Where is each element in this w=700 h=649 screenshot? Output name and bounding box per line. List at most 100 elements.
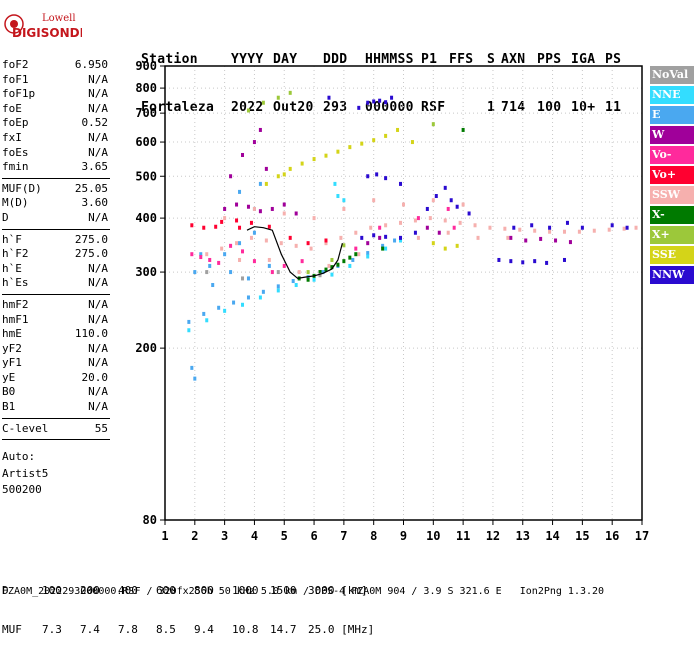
param-row-5: fxI N/A <box>0 131 112 146</box>
data-point-sse <box>384 133 388 138</box>
data-point-ssw <box>476 235 480 240</box>
data-point-nnw <box>375 172 379 177</box>
param-row-2: foF1p N/A <box>0 87 112 102</box>
y-tick-label: 200 <box>135 341 157 355</box>
param-name: yE <box>2 370 16 384</box>
param-value: 3.65 <box>81 160 109 174</box>
data-point-sse <box>360 141 364 146</box>
data-point-ssw <box>384 223 388 228</box>
param-name: hmF1 <box>2 312 29 326</box>
auto-scaling-line1: Auto: <box>2 450 36 464</box>
param-value: N/A <box>88 400 108 414</box>
data-point-x- <box>381 246 385 251</box>
table-cell: 100 <box>42 584 62 597</box>
data-point-w <box>270 206 274 211</box>
x-tick-label: 2 <box>191 529 198 543</box>
data-point-x- <box>276 95 280 100</box>
data-point-e <box>366 251 370 256</box>
header-label-9: PPS <box>537 52 562 67</box>
auto-scaling-line2: Artist5 <box>2 466 49 480</box>
header-label-11: PS <box>605 52 622 67</box>
param-value: N/A <box>88 87 108 101</box>
param-name: B1 <box>2 400 16 414</box>
data-point-x- <box>306 277 310 282</box>
data-point-vo- <box>354 246 358 251</box>
data-point-ssw <box>342 206 346 211</box>
param-row-3: foE N/A <box>0 102 112 117</box>
param-value: N/A <box>88 356 108 370</box>
header-value-4: 000000 <box>365 100 414 115</box>
data-point-vo- <box>214 224 218 229</box>
data-point-vo- <box>220 219 224 224</box>
data-point-ssw <box>503 226 507 231</box>
param-value: N/A <box>88 130 108 144</box>
data-point-nnw <box>399 181 403 186</box>
data-point-ssw <box>399 220 403 225</box>
data-point-nnw <box>399 235 403 240</box>
data-point-ssw <box>443 218 447 223</box>
param-name: B0 <box>2 385 16 399</box>
data-point-nne <box>333 181 337 186</box>
logo-text-lowell: Lowell <box>42 13 76 24</box>
data-point-vo- <box>452 225 456 230</box>
x-tick-label: 7 <box>340 529 347 543</box>
header-values-row: Fortaleza 2022 Out20 293 000000 RSF 1 714 100 10+… <box>141 100 629 116</box>
data-point-sse <box>410 140 414 145</box>
data-point-nnw <box>533 259 537 264</box>
header-label-3: DDD <box>323 52 348 67</box>
legend-item-nnw: NNW <box>650 266 694 284</box>
x-tick-label: 13 <box>516 529 530 543</box>
data-point-e <box>208 263 212 268</box>
data-point-nnw <box>562 257 566 262</box>
param-name: D <box>2 210 9 224</box>
data-point-ssw <box>413 218 417 223</box>
header-label-8: AXN <box>501 52 526 67</box>
data-point-sse <box>336 149 340 154</box>
param-row-19: yF1 N/A <box>0 356 112 371</box>
param-value: 275.0 <box>74 232 108 246</box>
data-point-sse <box>396 127 400 132</box>
data-point-ssw <box>282 211 286 216</box>
data-point-nne <box>241 302 245 307</box>
file-info-footer: FZA0M_2022293000000.RSF / 320fx256h 50 k… <box>2 586 605 597</box>
data-point-vo- <box>190 252 194 257</box>
data-point-nne <box>384 246 388 251</box>
ionospheric-parameters-panel: foF2 6.950 foF1 N/A foF1p N/A foE N/A foEp 0.52 fx… <box>0 58 112 498</box>
table-cell: 600 <box>156 584 176 597</box>
x-tick-label: 16 <box>605 529 619 543</box>
header-label-6: FFS <box>449 52 474 67</box>
data-point-ssw <box>238 257 242 262</box>
data-point-e <box>202 311 206 316</box>
data-point-x- <box>330 265 334 270</box>
data-point-e <box>238 241 242 246</box>
data-point-nne <box>205 318 209 323</box>
station-header: Station YYYY DAY DDD HHMMSS P1 FFS S AXN PPS IGA PS… <box>141 20 629 132</box>
data-point-x- <box>318 270 322 275</box>
param-value: N/A <box>88 145 108 159</box>
header-value-5: RSF <box>421 100 446 115</box>
param-value: 25.05 <box>74 181 108 195</box>
data-point-w <box>264 166 268 171</box>
data-point-ssw <box>369 225 373 230</box>
param-row-15: hmF2 N/A <box>0 298 112 313</box>
table-cell: 800 <box>194 584 214 597</box>
data-point-w <box>554 238 558 243</box>
data-point-e <box>252 230 256 235</box>
data-point-ssw <box>279 241 283 246</box>
param-row-13: h`E N/A <box>0 262 112 277</box>
y-tick-label: 700 <box>135 106 157 120</box>
param-name: fmin <box>2 160 29 174</box>
data-point-nnw <box>357 105 361 110</box>
x-tick-label: 5 <box>281 529 288 543</box>
data-point-nne <box>330 272 334 277</box>
data-point-e <box>291 279 295 284</box>
data-point-nnw <box>372 233 376 238</box>
data-point-nne <box>294 283 298 288</box>
data-point-e <box>187 319 191 324</box>
data-point-e <box>223 252 227 257</box>
data-point-nnw <box>443 185 447 190</box>
data-point-x- <box>336 262 340 267</box>
header-value-3: 293 <box>323 100 348 115</box>
data-point-nnw <box>565 220 569 225</box>
header-value-1: 2022 <box>231 100 264 115</box>
